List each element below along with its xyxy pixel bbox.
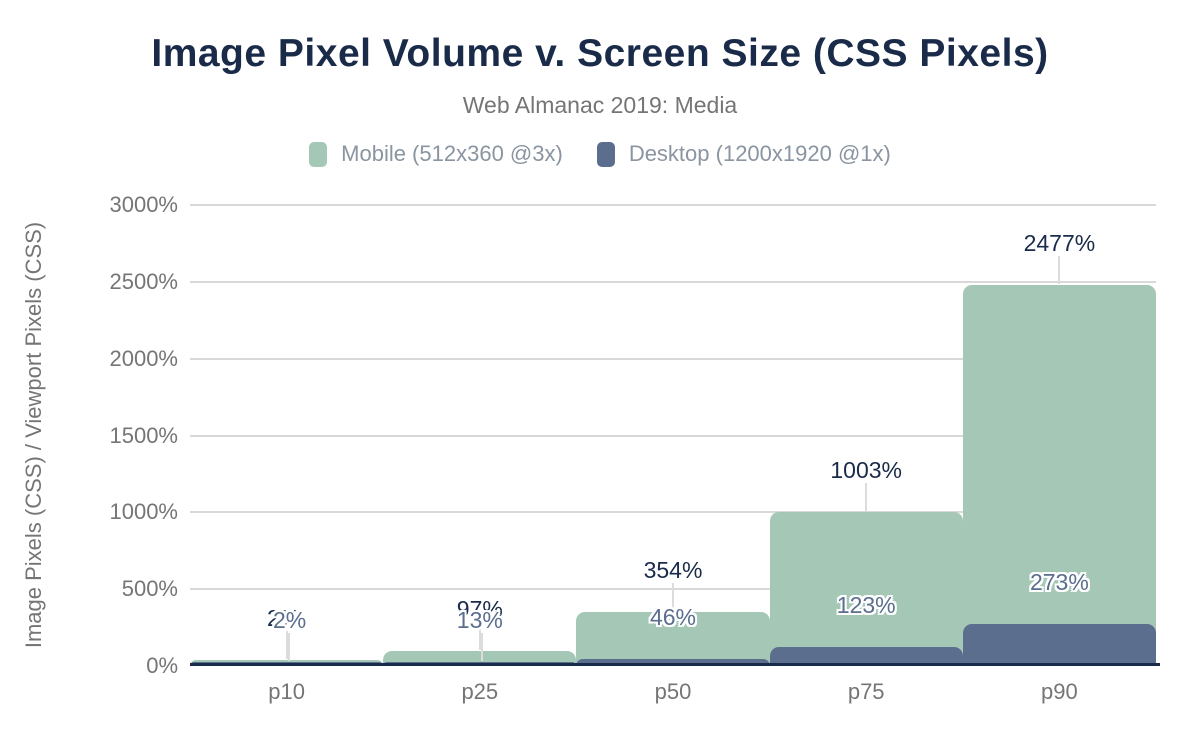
x-tick-label-p10: p10 [268,679,305,704]
y-tick-label-2000%: 2000% [109,345,178,371]
y-tick-label-2500%: 2500% [109,268,178,294]
bar-label-mobile-p25: 97% [456,596,503,623]
leader-line-mobile-p25 [478,622,481,651]
chart-subtitle: Web Almanac 2019: Media [462,92,738,118]
leader-line-desktop-p10 [287,633,290,661]
y-tick-label-1500%: 1500% [109,422,178,448]
bar-label-mobile-p50: 354% [643,556,703,583]
x-axis-line [190,663,1160,666]
bar-mobile-p90 [962,285,1156,666]
y-tick-label-3000%: 3000% [109,192,178,217]
bar-label-desktop-p90: 273% [1029,569,1089,596]
bar-label-mobile-p10: 2% [266,605,301,631]
desktop-series-swatch-icon [596,141,615,167]
gridline-1500% [190,434,1156,437]
bar-desktop-p90 [962,624,1156,666]
bar-label-desktop-p50: 46% [649,603,697,630]
gridline-2000% [190,357,1156,360]
leader-line-mobile-p10 [285,631,288,659]
gridline-2500% [190,280,1156,283]
y-tick-label-0%: 0% [146,653,178,678]
bar-mobile-p50 [576,611,770,666]
legend-label-mobile: Mobile (512x360 @3x) [341,141,563,166]
bar-desktop-p50 [576,658,770,666]
bar-label-desktop-p10: 2% [272,607,307,633]
x-tick-label-p75: p75 [847,679,885,704]
bar-label-mobile-p75: 1003% [830,456,902,483]
legend-label-desktop: Desktop (1200x1920 @1x) [628,141,891,166]
bar-mobile-p75 [769,511,963,666]
bar-label-desktop-p75: 123% [836,592,896,619]
bar-desktop-p75 [769,647,963,666]
chart-title: Image Pixel Volume v. Screen Size (CSS P… [151,32,1049,75]
leader-line-mobile-p75 [865,482,868,511]
chart-legend: Mobile (512x360 @3x) Desktop (1200x1920 … [0,141,1200,167]
leader-line-mobile-p90 [1058,256,1061,285]
bar-label-mobile-p90: 2477% [1023,230,1096,257]
y-tick-label-500%: 500% [121,576,178,602]
leader-line-desktop-p25 [480,633,483,661]
mobile-series-swatch-icon [309,141,328,167]
legend-item-desktop: Desktop (1200x1920 @1x) [596,141,891,167]
gridline-3000% [190,204,1156,206]
x-tick-label-p25: p25 [461,679,499,704]
leader-line-mobile-p50 [672,582,674,611]
x-tick-label-p50: p50 [654,679,692,704]
gridline-1000% [190,511,1156,514]
legend-item-mobile: Mobile (512x360 @3x) [309,141,563,167]
y-tick-label-1000%: 1000% [109,499,178,525]
x-tick-label-p90: p90 [1041,679,1078,704]
bar-label-desktop-p25: 13% [456,607,503,633]
